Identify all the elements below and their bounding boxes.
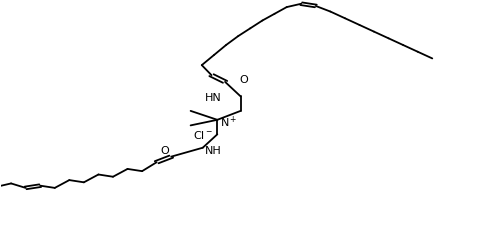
Text: O: O bbox=[240, 74, 248, 84]
Text: Cl$^-$: Cl$^-$ bbox=[193, 129, 213, 141]
Text: NH: NH bbox=[205, 145, 222, 155]
Text: O: O bbox=[160, 145, 169, 155]
Text: HN: HN bbox=[204, 93, 221, 103]
Text: N$^+$: N$^+$ bbox=[220, 114, 237, 129]
